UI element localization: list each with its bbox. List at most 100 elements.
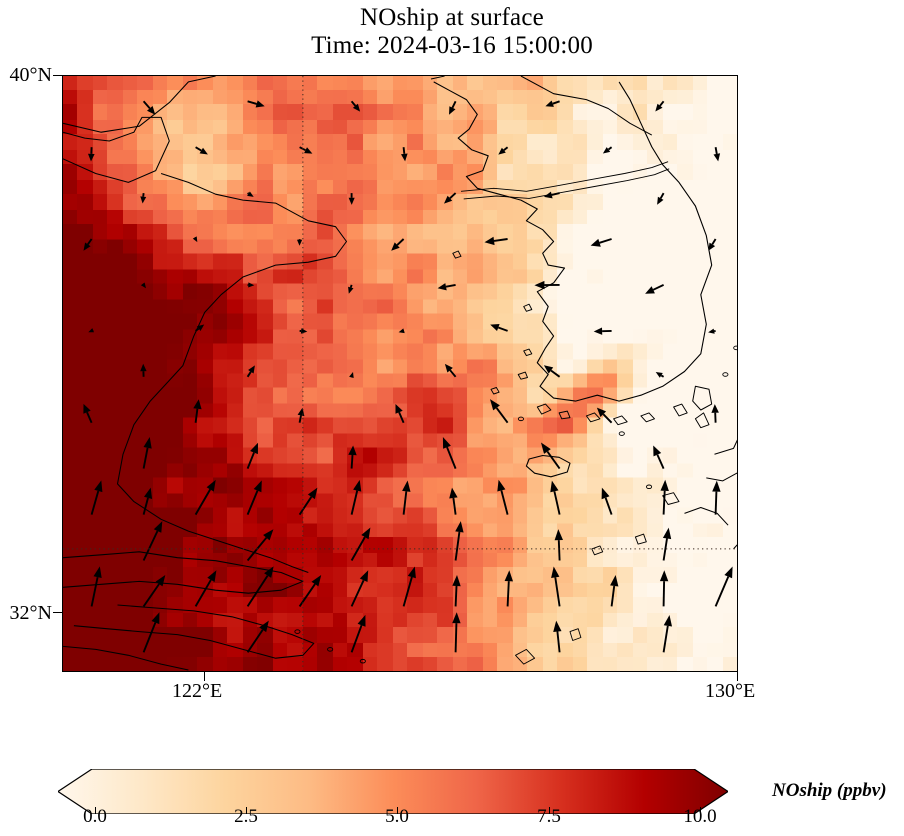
wind-arrow-165 [553,620,562,653]
wind-arrow-13 [88,147,95,162]
title-line-time: Time: 2024-03-16 15:00:00 [311,32,593,59]
wind-arrow-3 [247,100,265,108]
island-4 [585,412,601,423]
wind-arrow-85 [444,363,457,378]
island-8 [523,303,533,312]
island-5 [613,415,628,426]
island-6 [490,387,500,395]
coast-china-shandong-jiangsu [116,173,348,573]
wind-arrow-152 [551,566,561,607]
wind-arrow-43 [297,239,303,246]
x-tick-label-122E: 122°E [172,680,223,702]
coast-goto [684,506,729,526]
wind-arrow-159 [246,620,269,653]
island-7 [452,250,462,259]
colorbar-tick-label-4: 10.0 [683,806,717,827]
wind-arrow-55 [247,282,255,288]
wind-arrow-49 [590,238,612,247]
wind-arrow-89 [655,372,665,378]
wind-arrow-163 [452,612,461,653]
wind-arrow-155 [714,566,733,607]
wind-arrow-127 [601,487,613,515]
wind-arrow-19 [401,147,408,162]
islet-6 [722,372,729,377]
figure-title: NOship at surface Time: 2024-03-16 15:00… [0,4,904,60]
wind-arrow-113 [541,442,561,470]
wind-arrow-137 [454,521,464,561]
island-9 [640,412,655,423]
wind-arrow-83 [349,372,354,378]
title-line-variable: NOship at surface [360,4,544,31]
coast-kyushu-nw [714,439,737,455]
wind-arrow-101 [596,407,613,424]
island-danjo [634,533,647,545]
wind-arrow-79 [140,363,147,377]
colorbar-tick-label-3: 7.5 [537,806,561,827]
wind-arrow-146 [246,566,274,607]
colorbar-tick-label-0: 0.0 [83,806,107,827]
island-3 [558,410,571,420]
coast-yangtze-estuary [63,551,304,594]
wind-arrow-124 [449,487,458,515]
coast-korea-east-north [520,76,653,136]
islet-7 [733,345,737,351]
wind-arrow-148 [350,570,369,607]
graticule-gridlines [63,76,737,671]
colorbar-axis-label: NOship (ppbv) [772,780,887,801]
island-0 [523,348,533,357]
coast-kyushu-sw [733,544,737,550]
wind-arrow-47 [484,236,508,246]
wind-arrow-23 [602,146,613,154]
wind-arrow-157 [142,612,160,653]
y-tickmark-32N [53,612,62,614]
x-tickmark-130E [737,672,739,681]
wind-arrow-154 [659,570,669,607]
wind-arrow-75 [593,327,612,335]
wind-arrow-31 [348,193,355,205]
wind-arrow-41 [192,236,198,243]
wind-arrow-71 [398,328,405,334]
island-tsushima [692,385,713,411]
coast-bohai-north [63,76,216,133]
wind-arrow-144 [142,575,166,607]
wind-arrow-123 [402,480,411,515]
wind-arrow-129 [712,480,721,515]
wind-arrow-73 [490,324,508,332]
wind-arrow-128 [660,479,669,515]
wind-arrow-117 [90,480,103,515]
border-dmz-line1 [460,161,669,192]
wind-arrow-115 [653,445,665,469]
wind-arrow-65 [88,328,94,333]
wind-arrow-118 [142,487,153,515]
island-2 [536,403,552,415]
wind-arrow-150 [452,575,461,607]
islet-3 [645,484,653,490]
wind-arrow-29 [247,191,254,197]
island-amami [569,628,582,641]
wind-arrow-45 [391,238,405,251]
x-tickmark-122E [204,672,206,681]
wind-arrow-126 [550,480,561,515]
wind-arrow-57 [348,284,354,294]
wind-arrow-135 [350,527,371,561]
islet-0 [327,647,334,652]
wind-arrow-11 [655,100,665,112]
wind-arrow-91 [83,403,93,424]
wind-arrow-27 [140,192,147,204]
wind-arrow-51 [708,238,717,251]
island-1 [517,371,528,380]
wind-arrow-161 [350,614,366,653]
wind-arrow-97 [395,404,405,424]
wind-arrow-139 [554,529,563,561]
wind-arrow-122 [350,479,362,515]
y-tick-label-40N: 40°N [9,64,52,86]
wind-arrow-7 [449,100,457,115]
map-plot-area [62,75,738,672]
border-yalu [430,76,445,80]
wind-arrow-105 [142,437,152,469]
wind-arrow-69 [299,328,308,334]
coast-korean-peninsula [433,81,713,402]
coast-liaodong-bay [63,116,170,183]
wind-arrow-119 [194,479,216,516]
wind-arrow-149 [402,566,416,607]
